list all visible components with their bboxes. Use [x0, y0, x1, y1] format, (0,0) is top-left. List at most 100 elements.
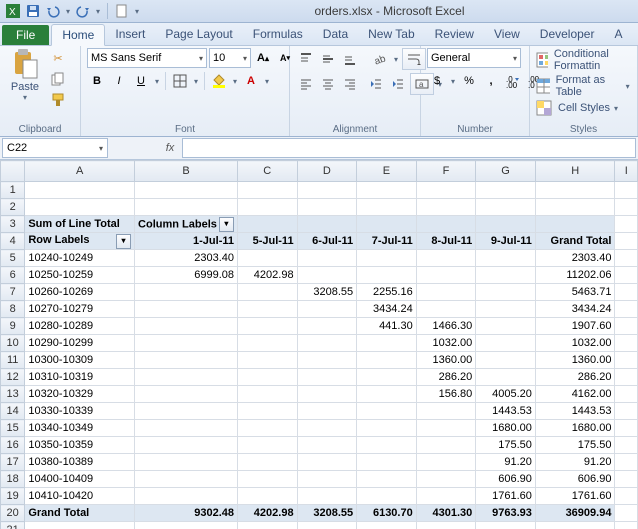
percent-icon[interactable]: % — [459, 71, 479, 91]
cell[interactable] — [357, 522, 417, 529]
align-right-icon[interactable] — [340, 74, 360, 94]
cell[interactable] — [476, 182, 536, 199]
cell[interactable] — [615, 216, 638, 233]
cell[interactable] — [357, 267, 417, 284]
cell[interactable] — [297, 454, 357, 471]
cell[interactable]: 4202.98 — [237, 505, 297, 522]
cell[interactable]: 10340-10349 — [25, 420, 135, 437]
border-icon[interactable] — [170, 71, 190, 91]
cell[interactable] — [135, 522, 238, 529]
cell[interactable] — [297, 250, 357, 267]
cell[interactable] — [237, 369, 297, 386]
cell[interactable]: 1680.00 — [535, 420, 615, 437]
cell[interactable]: 4005.20 — [476, 386, 536, 403]
row-header[interactable]: 21 — [1, 522, 25, 529]
cell[interactable] — [476, 352, 536, 369]
align-middle-icon[interactable] — [318, 49, 338, 69]
column-header[interactable]: F — [416, 161, 476, 182]
file-tab[interactable]: File — [2, 25, 49, 45]
cell[interactable] — [297, 471, 357, 488]
cell[interactable] — [135, 488, 238, 505]
tab-page-layout[interactable]: Page Layout — [155, 24, 242, 45]
cell[interactable] — [357, 386, 417, 403]
cell[interactable] — [615, 386, 638, 403]
cell[interactable]: 1907.60 — [535, 318, 615, 335]
cell[interactable]: 2303.40 — [535, 250, 615, 267]
orientation-icon[interactable]: ab — [370, 49, 390, 69]
cell[interactable] — [297, 386, 357, 403]
cell[interactable] — [416, 522, 476, 529]
cell[interactable] — [135, 352, 238, 369]
cell[interactable]: 10280-10289 — [25, 318, 135, 335]
cell[interactable] — [297, 335, 357, 352]
cell[interactable]: 7-Jul-11 — [357, 233, 417, 250]
cell[interactable]: 1032.00 — [535, 335, 615, 352]
cell[interactable]: 6999.08 — [135, 267, 238, 284]
cell[interactable] — [25, 199, 135, 216]
increase-indent-icon[interactable] — [388, 74, 408, 94]
cell[interactable] — [237, 420, 297, 437]
cell[interactable] — [237, 301, 297, 318]
cell[interactable] — [476, 216, 536, 233]
cell[interactable] — [237, 471, 297, 488]
tab-new-tab[interactable]: New Tab — [358, 24, 424, 45]
cell[interactable]: 6130.70 — [357, 505, 417, 522]
column-header[interactable]: I — [615, 161, 638, 182]
cell[interactable] — [416, 199, 476, 216]
cell[interactable] — [297, 301, 357, 318]
cell[interactable] — [416, 250, 476, 267]
align-center-icon[interactable] — [318, 74, 338, 94]
cell[interactable]: Column Labels▾ — [135, 216, 238, 233]
cell[interactable] — [135, 335, 238, 352]
cell[interactable] — [135, 471, 238, 488]
cell[interactable] — [535, 199, 615, 216]
cell[interactable] — [476, 267, 536, 284]
tab-developer[interactable]: Developer — [530, 24, 605, 45]
cell[interactable] — [476, 250, 536, 267]
cell[interactable] — [615, 301, 638, 318]
cell[interactable]: 2255.16 — [357, 284, 417, 301]
cell[interactable] — [237, 386, 297, 403]
cell[interactable] — [135, 182, 238, 199]
column-header[interactable]: B — [135, 161, 238, 182]
cell[interactable] — [615, 182, 638, 199]
cell[interactable]: 1761.60 — [535, 488, 615, 505]
underline-dropdown-icon[interactable]: ▾ — [153, 77, 161, 86]
cell[interactable]: Sum of Line Total — [25, 216, 135, 233]
cell[interactable] — [237, 454, 297, 471]
conditional-formatting-button[interactable]: Conditional Formattin — [536, 48, 631, 72]
column-header[interactable]: D — [297, 161, 357, 182]
tab-review[interactable]: Review — [425, 24, 484, 45]
cell[interactable]: 286.20 — [416, 369, 476, 386]
cell[interactable] — [237, 182, 297, 199]
cell[interactable]: 5-Jul-11 — [237, 233, 297, 250]
cell[interactable] — [615, 403, 638, 420]
cell[interactable] — [237, 250, 297, 267]
cell[interactable] — [237, 403, 297, 420]
undo-dropdown-icon[interactable]: ▾ — [64, 7, 72, 16]
cell[interactable] — [357, 454, 417, 471]
cell[interactable]: 2303.40 — [135, 250, 238, 267]
row-header[interactable]: 7 — [1, 284, 25, 301]
row-header[interactable]: 3 — [1, 216, 25, 233]
cell[interactable] — [297, 403, 357, 420]
cell[interactable] — [135, 454, 238, 471]
cell[interactable] — [476, 301, 536, 318]
cell[interactable]: 8-Jul-11 — [416, 233, 476, 250]
row-header[interactable]: 13 — [1, 386, 25, 403]
cell[interactable] — [416, 301, 476, 318]
italic-button[interactable]: I — [109, 71, 129, 91]
cell[interactable]: Grand Total — [25, 505, 135, 522]
cell[interactable] — [297, 318, 357, 335]
cell[interactable] — [135, 199, 238, 216]
cell[interactable] — [615, 250, 638, 267]
row-header[interactable]: 20 — [1, 505, 25, 522]
worksheet-grid[interactable]: ABCDEFGHI123Sum of Line TotalColumn Labe… — [0, 160, 638, 529]
undo-icon[interactable] — [44, 2, 62, 20]
cell[interactable]: 91.20 — [476, 454, 536, 471]
cell[interactable]: 1443.53 — [476, 403, 536, 420]
cell[interactable]: 1360.00 — [416, 352, 476, 369]
cell[interactable] — [615, 420, 638, 437]
cell[interactable] — [615, 267, 638, 284]
cell[interactable] — [135, 318, 238, 335]
